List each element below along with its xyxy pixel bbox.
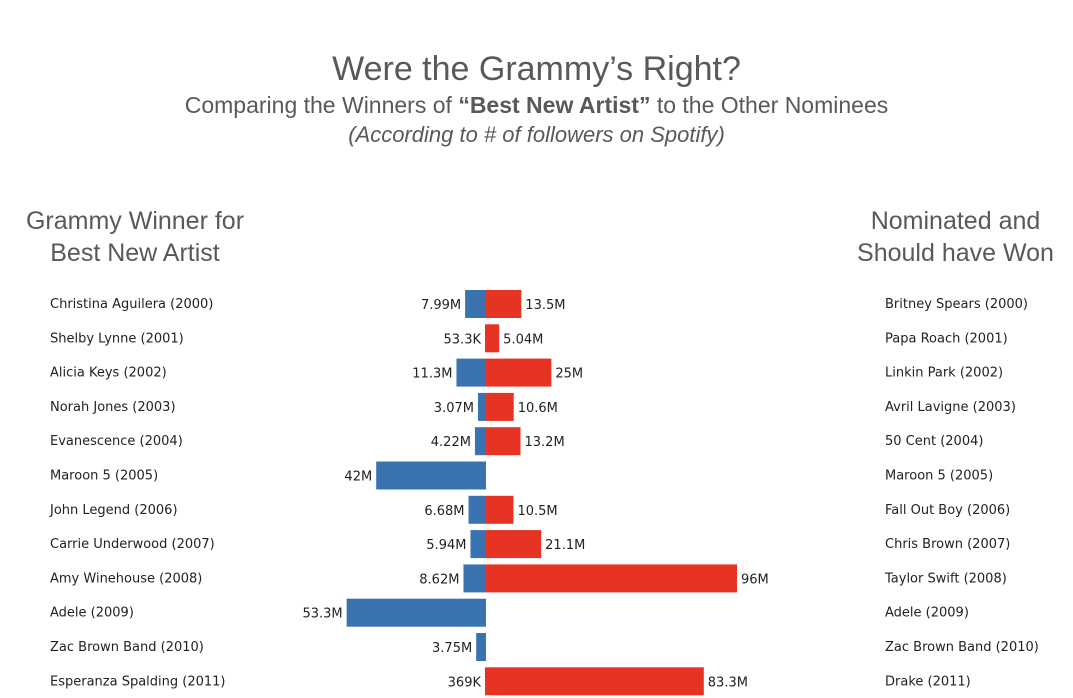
nominee-row-label: Fall Out Boy (2006): [885, 503, 1010, 518]
nominee-row-label: Linkin Park (2002): [885, 366, 1003, 381]
winner-row-label: Maroon 5 (2005): [50, 469, 158, 484]
nominee-bar: [486, 392, 514, 421]
winner-row-label: Alicia Keys (2002): [50, 366, 167, 381]
nominee-bar: [486, 290, 522, 318]
nominee-bar: [486, 667, 704, 696]
nominee-column-heading: Nominated and Should have Won: [857, 207, 1054, 267]
nominee-value-label: 5.04M: [503, 332, 543, 347]
nominee-value-label: 10.6M: [518, 401, 558, 416]
winner-row-label: Amy Winehouse (2008): [50, 571, 202, 586]
nominee-row-label: Britney Spears (2000): [885, 297, 1028, 312]
nominee-value-label: 21.1M: [545, 538, 585, 553]
nominee-value-label: 25M: [555, 367, 583, 382]
winner-value-label: 4.22M: [431, 435, 471, 450]
winner-value-label: 6.68M: [424, 504, 464, 519]
winner-row-label: John Legend (2006): [49, 503, 178, 518]
winner-value-label: 3.07M: [434, 401, 474, 416]
nominee-value-label: 13.2M: [525, 435, 565, 450]
winner-bar: [474, 427, 486, 456]
winner-bar: [465, 290, 486, 318]
winner-bar: [476, 633, 486, 661]
winner-value-label: 8.62M: [419, 572, 459, 587]
chart-note: (According to # of followers on Spotify): [348, 122, 725, 147]
winner-value-label: 7.99M: [421, 298, 461, 313]
nominee-row-label: Zac Brown Band (2010): [885, 640, 1039, 655]
winner-bar: [456, 358, 486, 387]
winner-bar: [485, 324, 486, 353]
winner-bar: [477, 392, 486, 421]
nominee-row-label: Taylor Swift (2008): [884, 571, 1007, 586]
nominee-value-label: 96M: [741, 572, 769, 587]
winner-value-label: 53.3M: [302, 607, 342, 622]
winner-bar: [346, 598, 486, 627]
winner-row-label: Norah Jones (2003): [50, 400, 176, 415]
winner-value-label: 53.3K: [444, 332, 482, 347]
winner-row-label: Shelby Lynne (2001): [50, 331, 184, 346]
nominee-row-label: Papa Roach (2001): [885, 331, 1008, 346]
nominee-row-label: Avril Lavigne (2003): [885, 400, 1016, 415]
nominee-row-label: Maroon 5 (2005): [885, 469, 993, 484]
winner-bar: [485, 667, 486, 696]
subtitle-pre: Comparing the Winners of: [184, 92, 459, 118]
winner-row-label: Carrie Underwood (2007): [50, 537, 215, 552]
nominee-value-label: 10.5M: [517, 504, 557, 519]
subtitle-post: to the Other Nominees: [650, 92, 889, 118]
nominee-value-label: 13.5M: [525, 298, 565, 313]
subtitle-bold: “Best New Artist”: [458, 92, 651, 118]
winner-bar: [468, 495, 486, 524]
winner-value-label: 42M: [344, 470, 372, 485]
nominee-bar: [486, 324, 500, 353]
winner-row-label: Adele (2009): [50, 606, 134, 621]
chart-subtitle: Comparing the Winners of “Best New Artis…: [0, 92, 1073, 119]
winner-row-label: Evanescence (2004): [50, 434, 183, 449]
winner-column-heading: Grammy Winner for Best New Artist: [25, 207, 245, 267]
nominee-bar: [486, 530, 542, 559]
chart-title: Were the Grammy’s Right?: [332, 50, 741, 88]
nominee-bar: [486, 495, 514, 524]
winner-value-label: 3.75M: [432, 641, 472, 656]
nominee-row-label: Adele (2009): [885, 606, 969, 621]
winner-row-label: Christina Aguilera (2000): [50, 297, 213, 312]
winner-value-label: 369K: [448, 675, 482, 690]
nominee-bar: [486, 564, 737, 593]
nominee-bar: [486, 427, 521, 456]
winner-value-label: 5.94M: [426, 538, 466, 553]
winner-bar: [376, 461, 486, 490]
winner-row-label: Esperanza Spalding (2011): [50, 674, 226, 689]
winner-value-label: 11.3M: [412, 367, 452, 382]
winner-bar: [470, 530, 486, 559]
nominee-row-label: Drake (2011): [885, 674, 971, 689]
nominee-value-label: 83.3M: [708, 675, 748, 690]
winner-bar: [463, 564, 486, 593]
nominee-row-label: Chris Brown (2007): [885, 537, 1010, 552]
nominee-row-label: 50 Cent (2004): [885, 434, 983, 449]
winner-row-label: Zac Brown Band (2010): [50, 640, 204, 655]
nominee-bar: [486, 358, 552, 387]
